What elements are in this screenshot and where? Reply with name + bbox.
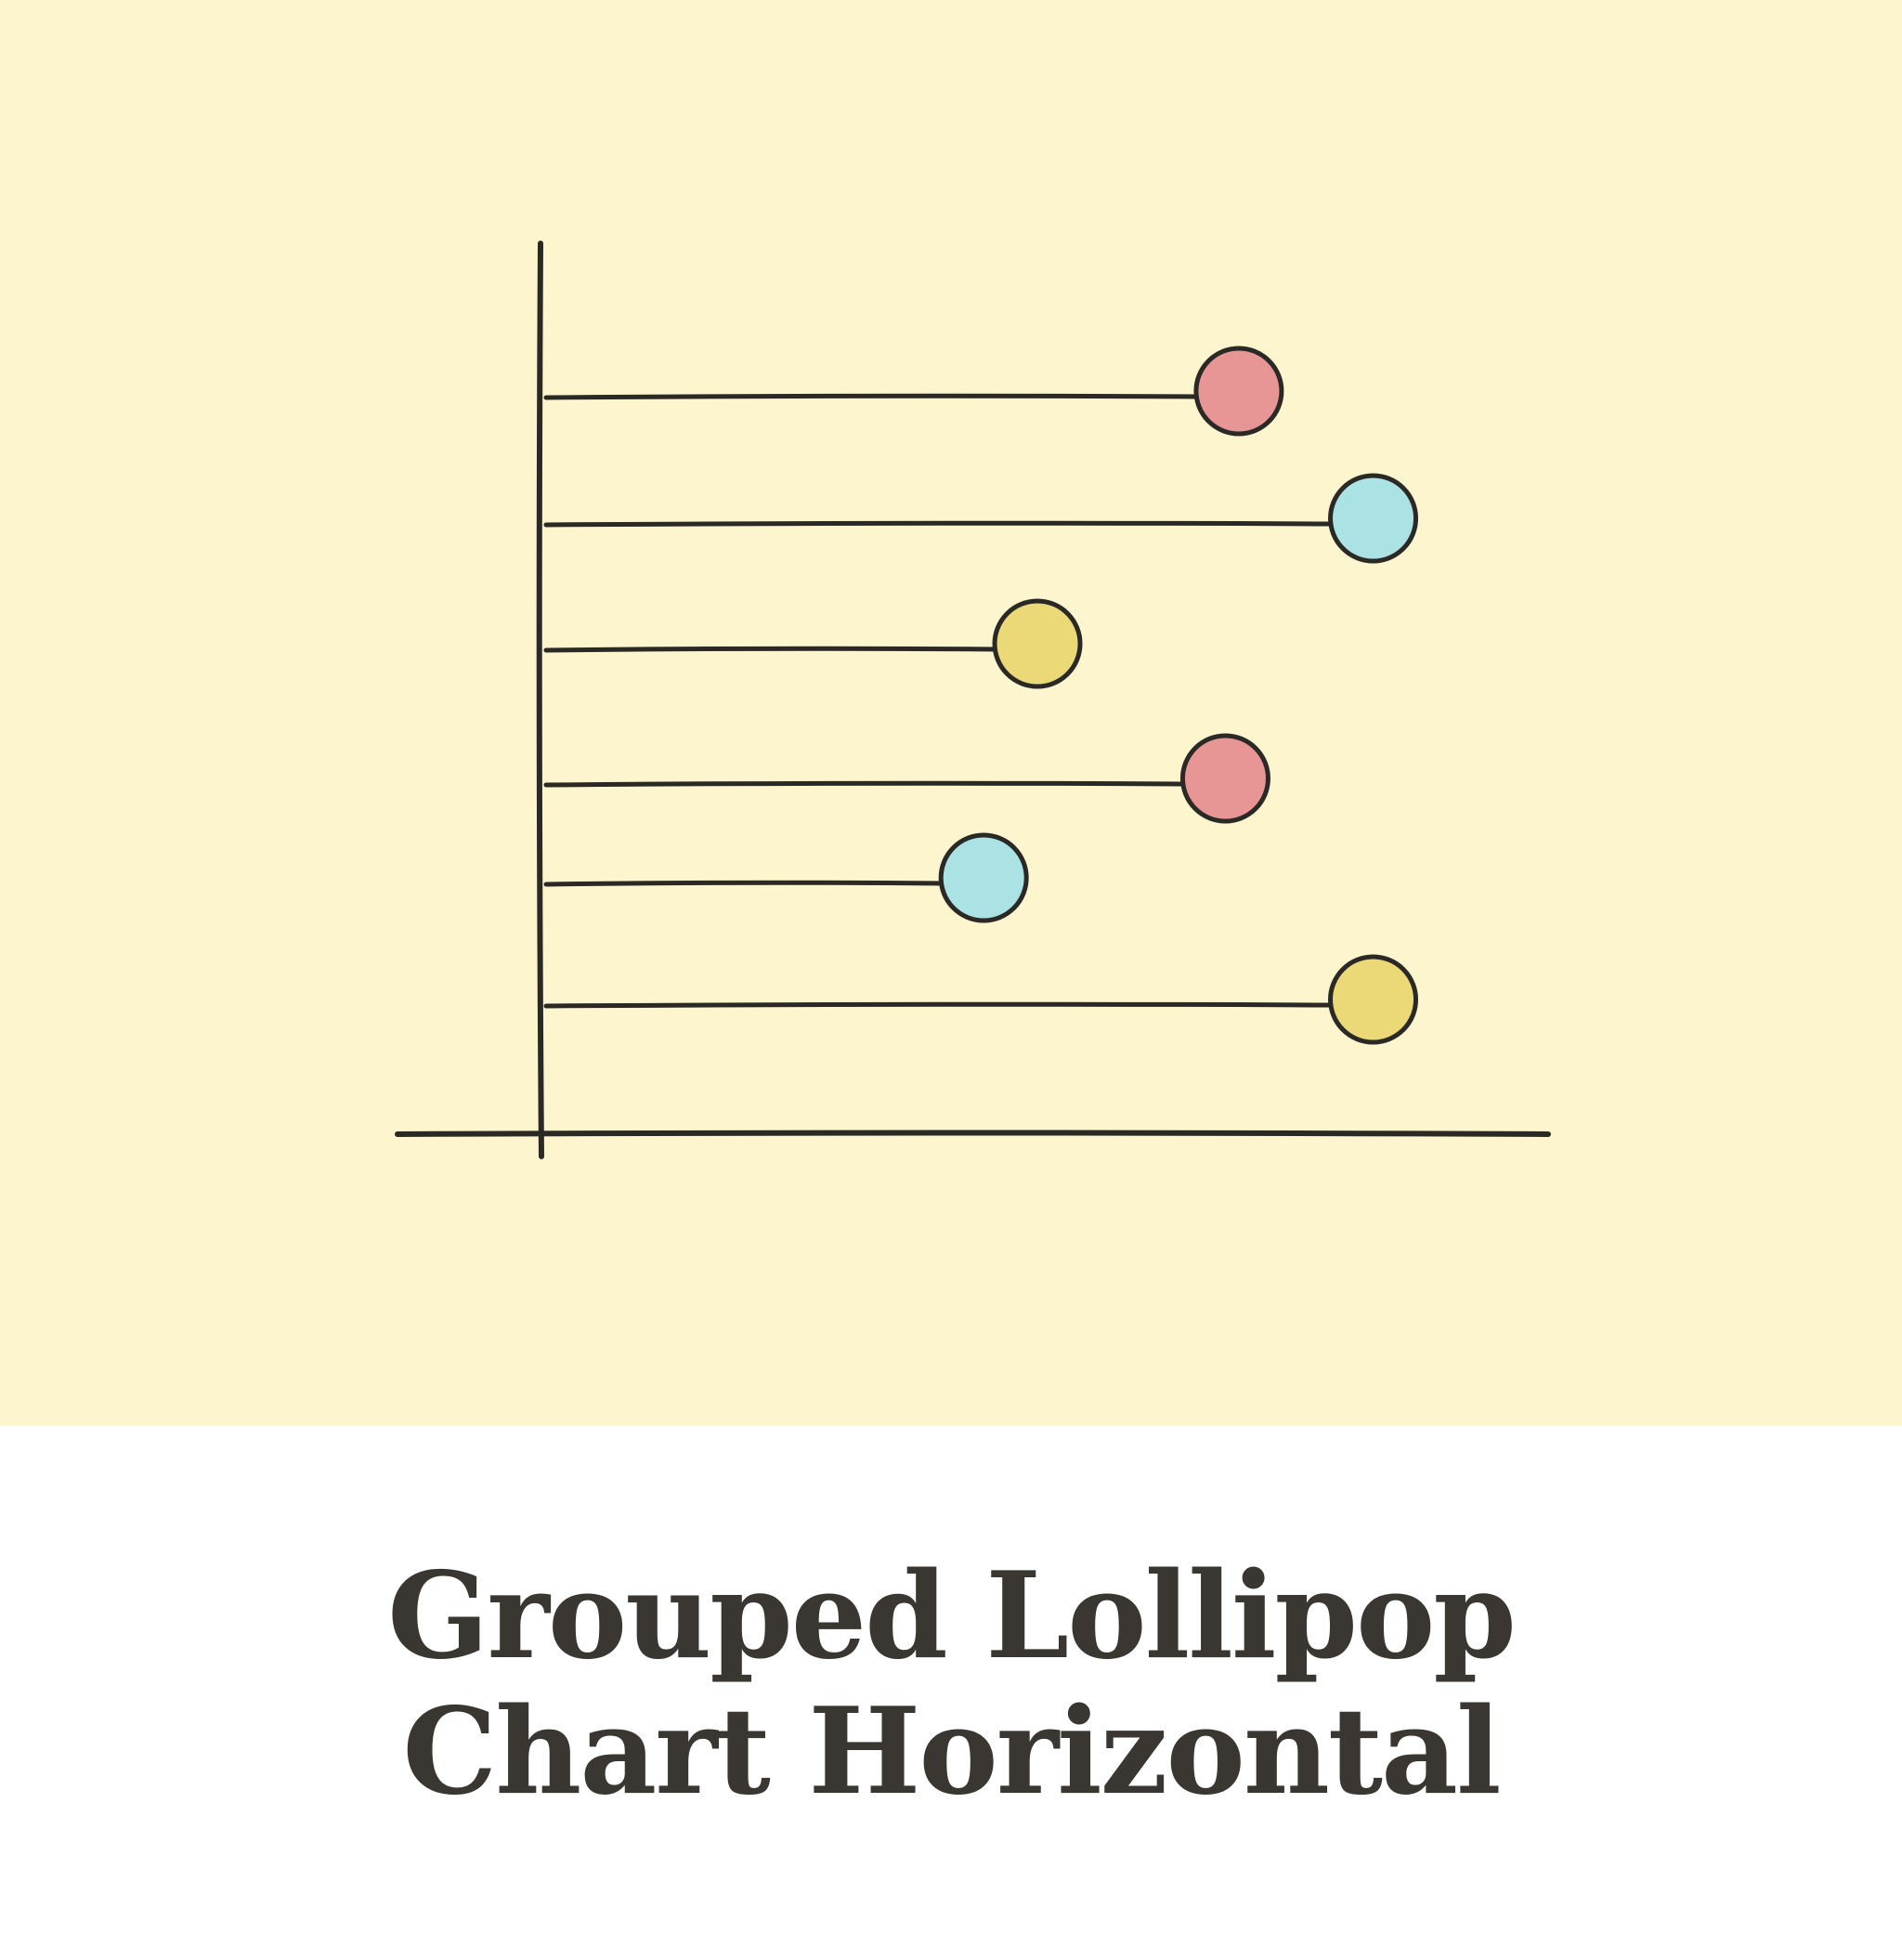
x-axis-line xyxy=(395,1130,1551,1137)
lollipop-stem-6 xyxy=(543,1001,1337,1009)
chart-panel xyxy=(0,0,1902,1426)
heads-group xyxy=(938,346,1419,1045)
y-axis-line xyxy=(536,241,544,1159)
lollipop-chart xyxy=(395,241,1551,1159)
lollipop-stem-4 xyxy=(543,780,1189,788)
lollipop-head-4 xyxy=(1179,733,1270,824)
lollipop-head-3 xyxy=(992,598,1083,689)
lollipop-stem-5 xyxy=(543,880,947,887)
lollipop-head-6 xyxy=(1328,954,1419,1045)
lollipop-head-2 xyxy=(1328,473,1419,564)
caption-line-2: Chart Horizontal xyxy=(402,1681,1501,1822)
lollipop-stem-1 xyxy=(543,393,1203,400)
stems-group xyxy=(543,393,1337,1009)
lollipop-head-1 xyxy=(1193,346,1284,437)
caption: Grouped Lollipop Chart Horizontal xyxy=(0,1426,1902,1960)
lollipop-stem-3 xyxy=(543,646,1001,653)
lollipop-stem-2 xyxy=(543,520,1337,528)
axes-group xyxy=(395,241,1551,1159)
lollipop-head-5 xyxy=(938,832,1029,923)
caption-line-1: Grouped Lollipop xyxy=(387,1546,1517,1686)
